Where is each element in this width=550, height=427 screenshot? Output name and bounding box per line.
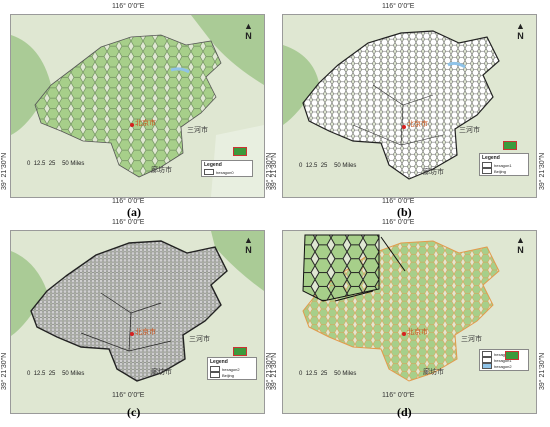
capital-label-c: 北京市 <box>135 329 156 336</box>
map-badge-d <box>505 351 519 360</box>
map-svg-b <box>283 15 536 197</box>
map-svg-d <box>283 231 536 391</box>
map-svg-c <box>11 231 264 391</box>
bottom-coord-label-a: 116° 0’0″E <box>112 198 145 205</box>
scale-bar-d: 0 12.5 25 50 Miles <box>299 371 357 377</box>
bottom-coord-label-d: 116° 0’0″E <box>382 392 415 399</box>
capital-label-d: 北京市 <box>407 329 428 336</box>
caption-b: (b) <box>397 205 412 219</box>
north-letter-c: N <box>245 245 252 255</box>
north-arrow-b: ▲ N <box>516 21 525 41</box>
north-letter-b: N <box>517 31 524 41</box>
city-langfang-d: 廊坊市 <box>423 369 444 376</box>
map-svg-a <box>11 15 264 197</box>
capital-label-b: 北京市 <box>407 121 428 128</box>
caption-a: (a) <box>127 205 141 219</box>
bottom-coord-label-b: 116° 0’0″E <box>382 198 415 205</box>
city-sanhe-b: 三河市 <box>459 127 480 134</box>
city-langfang-a: 廊坊市 <box>151 167 172 174</box>
left-coord-label-a: 39° 21’30″N <box>1 152 8 190</box>
zoom-inset-d <box>302 234 380 302</box>
left-coord-label-c: 39° 21’30″N <box>1 352 8 390</box>
bottom-coord-label-c: 116° 0’0″E <box>112 392 145 399</box>
caption-c: (c) <box>127 405 141 419</box>
top-coord-label-d: 116° 0’0″E <box>382 219 415 226</box>
map-panel-b: 北京市 三河市 廊坊市 ▲ N 0 12.5 25 50 Miles Legend… <box>282 14 537 198</box>
top-coord-label-b: 116° 0’0″E <box>382 3 415 10</box>
city-sanhe-a: 三河市 <box>187 127 208 134</box>
map-panel-a: 北京市 三河市 廊坊市 ▲ N 0 12.5 25 50 Miles Legend… <box>10 14 265 198</box>
north-arrow-d: ▲ N <box>516 235 525 255</box>
top-coord-label-c: 116° 0’0″E <box>112 219 145 226</box>
scale-bar-c: 0 12.5 25 50 Miles <box>27 371 85 377</box>
legend-d: hexagon0 hexagon1 hexagon2 <box>479 349 529 371</box>
city-langfang-c: 廊坊市 <box>151 369 172 376</box>
north-arrow-c: ▲ N <box>244 235 253 255</box>
right-coord-label-d: 39° 21’30″N <box>539 352 546 390</box>
map-panel-c: 北京市 三河市 廊坊市 ▲ N 0 12.5 25 50 Miles Legend… <box>10 230 265 414</box>
north-letter-a: N <box>245 31 252 41</box>
capital-dot-c <box>130 332 134 336</box>
capital-dot-d <box>402 332 406 336</box>
city-langfang-b: 廊坊市 <box>423 169 444 176</box>
right-coord-label-b: 39° 21’30″N <box>539 152 546 190</box>
city-sanhe-d: 三河市 <box>461 336 482 343</box>
top-coord-label-a: 116° 0’0″E <box>112 3 145 10</box>
city-sanhe-c: 三河市 <box>189 336 210 343</box>
caption-d: (d) <box>397 405 412 419</box>
legend-b: Legend hexagon1 Beijing <box>479 153 529 176</box>
north-letter-d: N <box>517 245 524 255</box>
capital-label-a: 北京市 <box>135 120 156 127</box>
scale-bar-a: 0 12.5 25 50 Miles <box>27 161 85 167</box>
map-panel-d: 北京市 三河市 廊坊市 ▲ N 0 12.5 25 50 Miles hexago… <box>282 230 537 414</box>
left-coord-label-d: 39° 21’30″N <box>271 352 278 390</box>
scale-bar-b: 0 12.5 25 50 Miles <box>299 163 357 169</box>
map-badge-a <box>233 147 247 156</box>
capital-dot-a <box>130 123 134 127</box>
legend-a: Legend hexagon0 <box>201 160 253 177</box>
north-arrow-a: ▲ N <box>244 21 253 41</box>
left-coord-label-b: 39° 21’30″N <box>271 152 278 190</box>
map-badge-b <box>503 141 517 150</box>
capital-dot-b <box>402 125 406 129</box>
map-badge-c <box>233 347 247 356</box>
legend-c: Legend hexagon2 Beijing <box>207 357 257 380</box>
